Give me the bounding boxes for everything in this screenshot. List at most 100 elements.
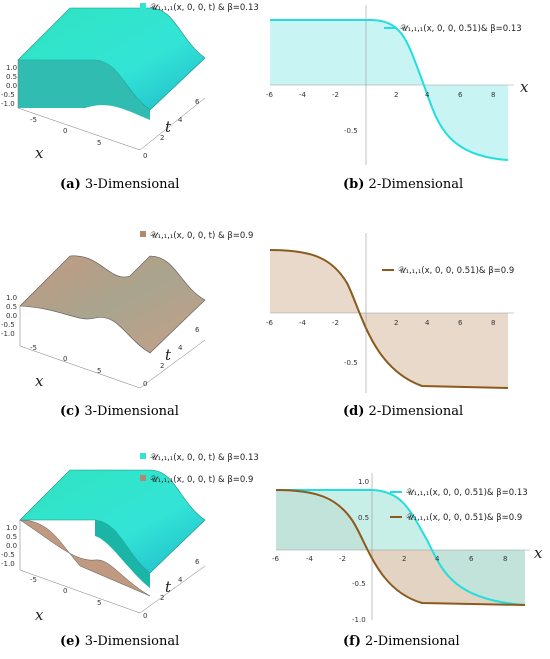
svg-text:4: 4 xyxy=(425,91,430,99)
svg-text:0.0: 0.0 xyxy=(6,82,17,90)
svg-text:2: 2 xyxy=(402,555,406,563)
svg-text:5: 5 xyxy=(97,599,101,607)
x-axis-label: x xyxy=(520,78,529,96)
legend-swatch xyxy=(140,3,146,9)
svg-text:0: 0 xyxy=(143,380,147,388)
svg-text:0.5: 0.5 xyxy=(6,303,17,311)
y-tick: -0.5 xyxy=(344,359,358,367)
svg-text:-1.0: -1.0 xyxy=(1,560,15,568)
legend-label: 𝒰₁,₁,₁(x, 0, 0, 0.51)& β=0.13 xyxy=(400,24,522,34)
z-ticks: 1.0 0.5 0.0 -0.5 -1.0 xyxy=(1,524,17,568)
x-axis-label: x xyxy=(534,544,543,562)
svg-text:0.5: 0.5 xyxy=(6,73,17,81)
svg-text:-2: -2 xyxy=(339,555,346,563)
svg-text:4: 4 xyxy=(435,555,440,563)
legend-label-cyan: 𝒰₁,₁,₁(x, 0, 0, 0.51)& β=0.13 xyxy=(406,488,528,498)
panel-c: 1.0 0.5 0.0 -0.5 -1.0 -5 0 5 0 2 4 6 x t… xyxy=(0,228,260,398)
panel-e-plot: 1.0 0.5 0.0 -0.5 -1.0 -5 0 5 0 2 4 6 x t… xyxy=(1,453,259,624)
svg-text:-0.5: -0.5 xyxy=(1,91,15,99)
svg-text:1.0: 1.0 xyxy=(6,64,17,72)
svg-text:1.0: 1.0 xyxy=(6,524,17,532)
series-line xyxy=(270,19,509,161)
box-edges xyxy=(17,60,206,151)
surface-cyan-front xyxy=(95,520,150,588)
svg-text:0: 0 xyxy=(63,355,67,363)
t-ticks: 0 2 4 6 xyxy=(143,98,200,160)
svg-text:5: 5 xyxy=(97,367,101,375)
caption-c: (c) 3-Dimensional xyxy=(60,404,179,419)
surface-brown xyxy=(19,519,151,597)
legend-label: 𝒰₁,₁,₁(x, 0, 0, t) & β=0.9 xyxy=(150,231,253,241)
svg-text:2: 2 xyxy=(394,91,398,99)
svg-text:2: 2 xyxy=(160,362,164,370)
panel-b: -6 -4 -2 2 4 6 8 -0.5 x 𝒰₁,₁,₁(x, 0, 0, … xyxy=(262,0,550,170)
x-ticks: -5 0 5 xyxy=(30,116,101,147)
svg-text:-1.0: -1.0 xyxy=(1,330,15,338)
z-ticks: 1.0 0.5 0.0 -0.5 -1.0 xyxy=(1,64,17,108)
x-ticks: -5 0 5 xyxy=(30,576,101,607)
svg-text:2: 2 xyxy=(394,319,398,327)
svg-text:6: 6 xyxy=(458,91,463,99)
svg-text:0: 0 xyxy=(143,612,147,620)
svg-text:-1.0: -1.0 xyxy=(1,100,15,108)
legend-label: 𝒰₁,₁,₁(x, 0, 0, 0.51)& β=0.9 xyxy=(398,266,514,276)
svg-text:4: 4 xyxy=(178,116,183,124)
svg-text:-6: -6 xyxy=(266,319,274,327)
x-axis-label: x xyxy=(35,144,44,162)
svg-text:0.0: 0.0 xyxy=(6,542,17,550)
svg-text:5: 5 xyxy=(97,139,101,147)
svg-text:-2: -2 xyxy=(332,91,339,99)
caption-e: (e) 3-Dimensional xyxy=(60,634,180,649)
t-axis-label: t xyxy=(165,346,172,364)
svg-text:1.0: 1.0 xyxy=(6,294,17,302)
panel-d: -6 -4 -2 2 4 6 8 -0.5 𝒰₁,₁,₁(x, 0, 0, 0.… xyxy=(262,228,550,398)
caption-f: (f) 2-Dimensional xyxy=(343,634,460,649)
series-fill-cyan xyxy=(276,490,525,605)
legend-swatch xyxy=(140,231,146,237)
svg-text:-2: -2 xyxy=(332,319,339,327)
svg-text:4: 4 xyxy=(178,576,183,584)
series-line xyxy=(269,249,509,389)
box-edges xyxy=(19,306,206,389)
panel-f-plot: -6 -4 -2 2 4 6 8 1.0 0.5 -0.5 -1.0 x 𝒰₁,… xyxy=(272,473,543,624)
svg-text:4: 4 xyxy=(425,319,430,327)
svg-text:8: 8 xyxy=(491,91,495,99)
t-axis-label: t xyxy=(165,578,172,596)
surface-top xyxy=(19,255,206,354)
legend-label-brown: 𝒰₁,₁,₁(x, 0, 0, t) & β=0.9 xyxy=(150,475,253,485)
legend-label-brown: 𝒰₁,₁,₁(x, 0, 0, 0.51)& β=0.9 xyxy=(406,513,522,523)
caption-d: (d) 2-Dimensional xyxy=(343,404,464,419)
y-ticks: 1.0 0.5 -0.5 -1.0 xyxy=(352,478,369,624)
svg-text:-6: -6 xyxy=(266,91,274,99)
series-fill xyxy=(270,250,508,388)
panel-f: -6 -4 -2 2 4 6 8 1.0 0.5 -0.5 -1.0 x 𝒰₁,… xyxy=(262,470,550,630)
panel-b-plot: -6 -4 -2 2 4 6 8 -0.5 x 𝒰₁,₁,₁(x, 0, 0, … xyxy=(266,5,529,165)
panel-a-plot: 1.0 0.5 0.0 -0.5 -1.0 -5 0 5 0 2 4 6 x t… xyxy=(1,3,259,162)
svg-text:0.0: 0.0 xyxy=(6,312,17,320)
svg-text:-5: -5 xyxy=(30,344,37,352)
caption-b: (b) 2-Dimensional xyxy=(343,177,464,192)
surface-front xyxy=(18,60,150,120)
svg-text:-6: -6 xyxy=(272,555,280,563)
svg-text:-1.0: -1.0 xyxy=(352,616,366,624)
z-ticks: 1.0 0.5 0.0 -0.5 -1.0 xyxy=(1,294,17,338)
svg-text:6: 6 xyxy=(195,558,200,566)
svg-text:6: 6 xyxy=(469,555,474,563)
svg-text:-4: -4 xyxy=(306,555,314,563)
svg-text:0: 0 xyxy=(63,127,67,135)
x-ticks: -5 0 5 xyxy=(30,344,101,375)
svg-text:2: 2 xyxy=(160,134,164,142)
x-axis-label: x xyxy=(35,606,44,624)
series-line-cyan xyxy=(276,489,526,606)
surface-cyan xyxy=(19,469,206,574)
panel-d-plot: -6 -4 -2 2 4 6 8 -0.5 𝒰₁,₁,₁(x, 0, 0, 0.… xyxy=(266,233,514,393)
svg-text:6: 6 xyxy=(195,98,200,106)
svg-text:-0.5: -0.5 xyxy=(1,321,15,329)
y-tick: -0.5 xyxy=(344,127,358,135)
svg-text:-5: -5 xyxy=(30,576,37,584)
series-line-brown xyxy=(275,489,526,606)
panel-a: 1.0 0.5 0.0 -0.5 -1.0 -5 0 5 0 2 4 6 x t… xyxy=(0,0,260,170)
svg-text:0: 0 xyxy=(63,587,67,595)
svg-text:-0.5: -0.5 xyxy=(352,580,366,588)
panel-c-plot: 1.0 0.5 0.0 -0.5 -1.0 -5 0 5 0 2 4 6 x t… xyxy=(1,231,253,390)
